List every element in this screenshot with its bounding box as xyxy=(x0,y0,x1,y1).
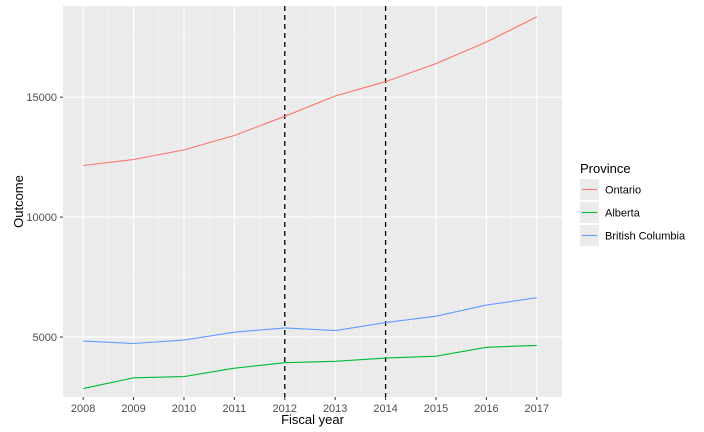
x-tick-label: 2014 xyxy=(373,403,397,415)
series-line-ontario xyxy=(83,16,538,167)
x-tick-label: 2013 xyxy=(323,403,347,415)
series-line-alberta xyxy=(83,344,537,390)
y-axis-title: Outcome xyxy=(11,175,26,228)
x-tick-label: 2015 xyxy=(424,403,448,415)
series-lines xyxy=(83,16,538,390)
x-axis-title: Fiscal year xyxy=(281,412,345,427)
x-tick-label: 2016 xyxy=(474,403,498,415)
x-tick-label: 2011 xyxy=(223,403,247,415)
x-tick-label: 2010 xyxy=(172,403,196,415)
x-tick-label: 2017 xyxy=(525,403,549,415)
legend-label-ontario: Ontario xyxy=(605,185,641,197)
reference-lines xyxy=(284,6,387,397)
legend-label-british-columbia: British Columbia xyxy=(605,231,686,243)
x-tick-label: 2012 xyxy=(273,403,297,415)
y-tick-label: 5000 xyxy=(33,332,57,344)
series-line-british-columbia xyxy=(83,297,537,345)
y-tick-label: 15000 xyxy=(26,92,57,104)
x-tick-label: 2008 xyxy=(71,403,95,415)
legend-label-alberta: Alberta xyxy=(605,208,641,220)
plot-panel xyxy=(63,6,562,397)
legend-title: Province xyxy=(580,161,631,176)
y-tick-label: 10000 xyxy=(26,212,57,224)
legend: Province Ontario Alberta British Columbia xyxy=(580,161,686,246)
x-tick-label: 2009 xyxy=(121,403,145,415)
axes: 2008 2009 2010 2011 2012 2013 2014 2015 2016 2017… xyxy=(26,92,549,415)
